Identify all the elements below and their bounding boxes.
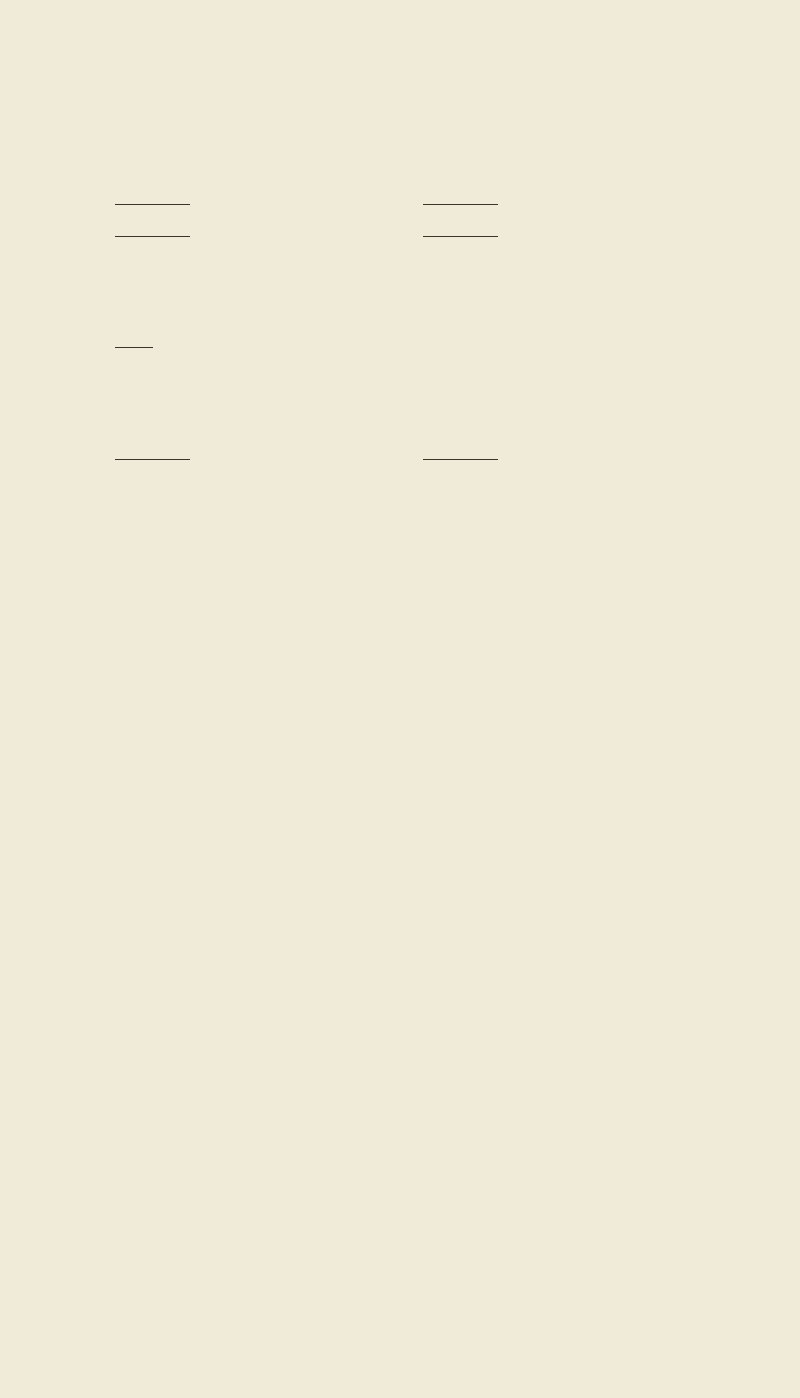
entry-line [423,443,701,475]
section-p-right [423,331,701,363]
section-i-right [423,188,701,251]
section-i-content [115,188,700,251]
section-vu-right [423,443,701,475]
dash-icon [115,204,190,205]
entry-line [423,188,701,220]
entry-line [115,188,393,220]
section-i-left [115,188,393,251]
dash-icon [115,236,190,237]
section-vu-left [115,443,393,475]
entry-line [115,220,393,252]
dash-icon [423,459,498,460]
section-vu-content [115,443,700,475]
entry-line [115,331,393,363]
dash-icon [423,236,498,237]
dash-icon [115,459,190,460]
entry-line [423,220,701,252]
entry-line [115,443,393,475]
dash-icon [423,204,498,205]
section-p-content [115,331,700,363]
section-p-left [115,331,393,363]
dash-icon [115,347,153,348]
